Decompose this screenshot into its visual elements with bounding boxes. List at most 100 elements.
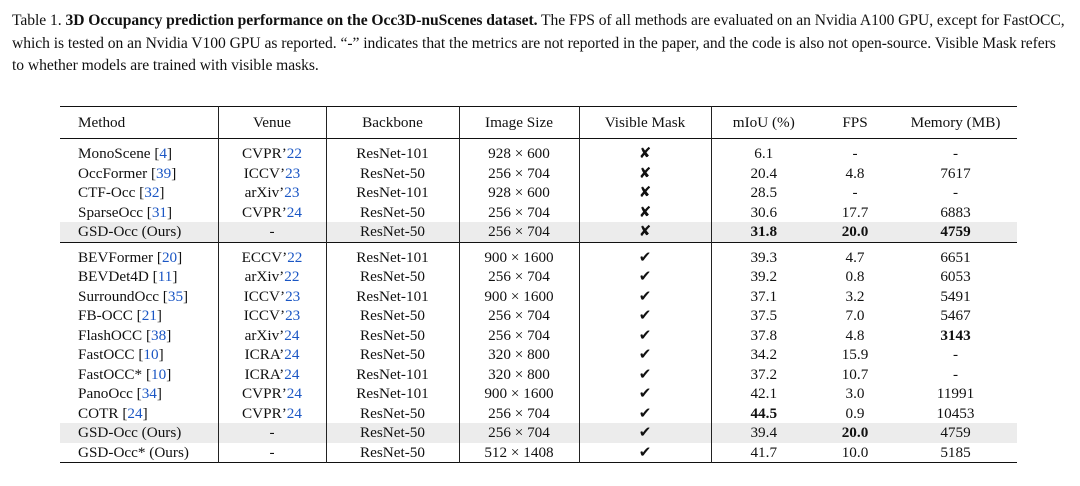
venue-year: 24: [284, 346, 300, 363]
memory-cell: 10453: [936, 404, 975, 422]
table-caption: Table 1. 3D Occupancy prediction perform…: [12, 10, 1068, 78]
venue-year: 22: [284, 268, 300, 285]
table-row: MonoScene [4] CVPR’22 ResNet-101 928 × 600 ✘…: [60, 144, 1017, 164]
visible-mask-cell: ✔: [579, 423, 712, 443]
fps-cell: 10.0: [841, 443, 869, 461]
image-size-cell: 928 × 600: [459, 183, 580, 203]
visible-mask-cell: ✘: [579, 144, 712, 164]
table-row: FastOCC* [10] ICRA’24 ResNet-101 320 × 800 ✔…: [60, 364, 1017, 384]
visible-mask-cell: ✔: [579, 286, 712, 306]
miou-cell: 42.1: [750, 385, 778, 402]
method-cell: BEVFormer [20]: [60, 247, 219, 267]
memory-cell: -: [952, 184, 959, 201]
caption-label: Table 1.: [12, 12, 62, 29]
citation-ref: 4: [159, 145, 168, 162]
table-row: COTR [24] CVPR’24 ResNet-50 256 × 704 ✔ 44.5 0…: [60, 403, 1017, 423]
visible-mask-cell: ✔: [579, 306, 712, 326]
miou-cell: 37.5: [750, 307, 778, 324]
venue-cell: ICCV’23: [218, 306, 327, 326]
fps-cell: 7.0: [845, 307, 865, 324]
miou-cell: 20.4: [750, 164, 778, 182]
spacer-row: [60, 242, 1017, 248]
method-name: BEVFormer: [78, 248, 154, 266]
method-cell: FlashOCC [38]: [60, 325, 219, 345]
backbone-cell: ResNet-50: [326, 163, 460, 183]
venue-name: arXiv’: [244, 326, 285, 344]
method-name: PanoOcc: [78, 385, 133, 402]
table-row: FlashOCC [38] arXiv’24 ResNet-50 256 × 704 ✔…: [60, 325, 1017, 345]
venue-year: 23: [284, 184, 300, 201]
miou-cell: 39.4: [711, 423, 816, 443]
header-venue: Venue: [218, 106, 327, 139]
method-name: OccFormer: [78, 164, 148, 182]
memory-cell: -: [952, 346, 959, 363]
fps-cell: 4.7: [845, 248, 865, 266]
method-name: MonoScene: [78, 145, 151, 162]
table-row: GSD-Occ (Ours) - ResNet-50 256 × 704 ✘ 31.8 20…: [60, 222, 1017, 242]
image-size-cell: 256 × 704: [459, 202, 580, 222]
method-cell: GSD-Occ* (Ours): [60, 442, 219, 463]
backbone-cell: ResNet-101: [326, 384, 460, 404]
fps-cell: 17.7: [841, 203, 869, 221]
fps-cell: 4.8: [845, 326, 865, 344]
fps-cell: 4.8: [845, 164, 865, 182]
venue-cell: arXiv’23: [218, 183, 327, 203]
table-row: FastOCC [10] ICRA’24 ResNet-50 320 × 800 ✔ 34…: [60, 345, 1017, 365]
citation-ref: 38: [151, 326, 167, 344]
visible-mask-cell: ✘: [579, 163, 712, 183]
memory-cell: 3143: [940, 326, 971, 344]
venue-year: 24: [284, 365, 300, 383]
venue-cell: ECCV’22: [218, 247, 327, 267]
memory-cell: -: [952, 365, 959, 383]
venue-cell: CVPR’24: [218, 403, 327, 423]
header-image-size: Image Size: [459, 106, 580, 139]
fps-cell: 15.9: [841, 346, 869, 363]
venue-name: ECCV’: [241, 248, 288, 266]
method-name: SurroundOcc: [78, 287, 159, 305]
venue-cell: CVPR’24: [218, 384, 327, 404]
miou-cell: 39.2: [750, 268, 778, 285]
method-cell: FastOCC* [10]: [60, 364, 219, 384]
miou-cell: 44.5: [750, 404, 778, 422]
memory-cell: 4759: [894, 222, 1017, 242]
header-method: Method: [60, 106, 219, 139]
header-backbone: Backbone: [326, 106, 460, 139]
venue-name: CVPR’: [242, 203, 287, 221]
miou-cell: 28.5: [750, 184, 778, 201]
fps-cell: 10.7: [841, 365, 869, 383]
header-visible-mask: Visible Mask: [579, 106, 712, 139]
visible-mask-cell: ✔: [579, 345, 712, 365]
table-row: SparseOcc [31] CVPR’24 ResNet-50 256 × 704 ✘…: [60, 202, 1017, 222]
venue-year: 23: [285, 164, 301, 182]
backbone-cell: ResNet-101: [326, 286, 460, 306]
backbone-cell: ResNet-50: [326, 423, 460, 443]
memory-cell: 6651: [940, 248, 971, 266]
method-name: GSD-Occ* (Ours): [78, 443, 189, 461]
group-without-visible-mask: MonoScene [4] CVPR’22 ResNet-101 928 × 600 ✘…: [60, 138, 1017, 242]
image-size-cell: 256 × 704: [459, 403, 580, 423]
venue-name: -: [269, 443, 275, 461]
image-size-cell: 900 × 1600: [459, 384, 580, 404]
citation-ref: 24: [127, 404, 143, 422]
backbone-cell: ResNet-50: [326, 267, 460, 287]
venue-year: 22: [286, 145, 302, 162]
citation-ref: 32: [144, 184, 160, 201]
method-name: FastOCC: [78, 346, 135, 363]
spacer-row: [60, 138, 1017, 144]
method-name: FlashOCC: [78, 326, 143, 344]
venue-cell: -: [218, 423, 327, 443]
method-cell: BEVDet4D [11]: [60, 267, 219, 287]
header-row: Method Venue Backbone Image Size Visible…: [60, 106, 1017, 139]
citation-ref: 20: [161, 248, 178, 266]
citation-ref: 10: [151, 365, 167, 383]
venue-name: CVPR’: [242, 145, 287, 162]
fps-cell: -: [852, 184, 858, 201]
venue-year: 22: [287, 248, 303, 266]
backbone-cell: ResNet-50: [326, 345, 460, 365]
visible-mask-cell: ✘: [579, 202, 712, 222]
method-cell: OccFormer [39]: [60, 163, 219, 183]
visible-mask-cell: ✔: [579, 403, 712, 423]
image-size-cell: 256 × 704: [459, 423, 580, 443]
image-size-cell: 256 × 704: [459, 163, 580, 183]
method-cell: CTF-Occ [32]: [60, 183, 219, 203]
